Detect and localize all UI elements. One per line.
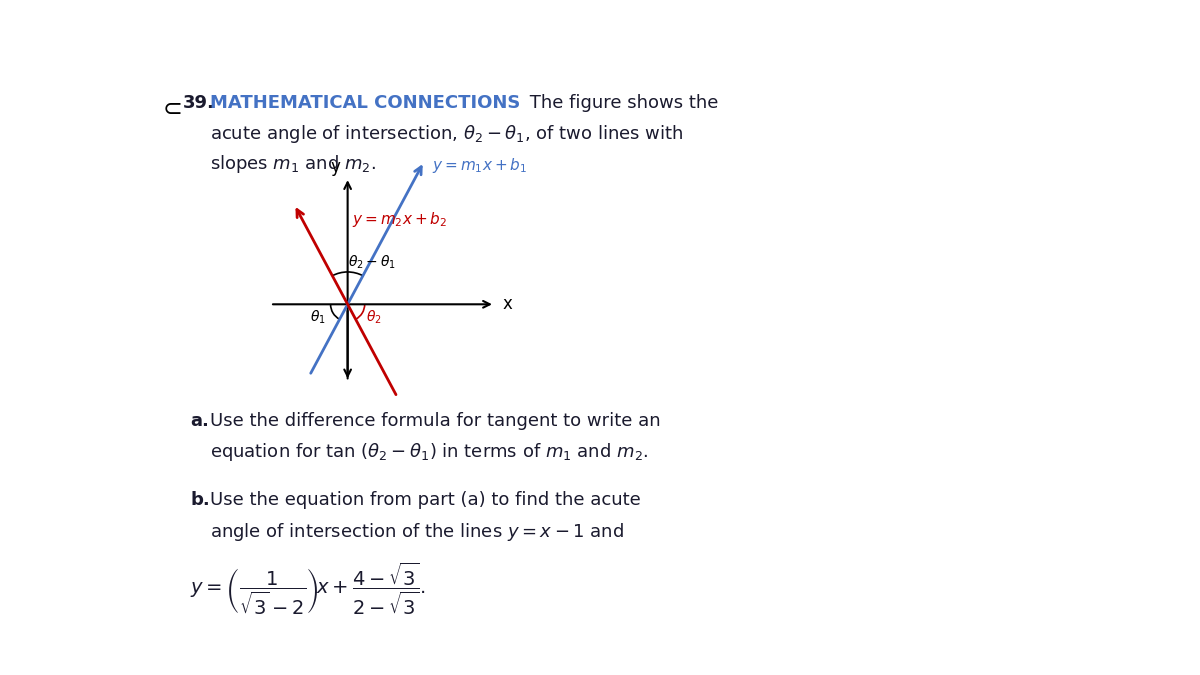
Text: 39.: 39. (182, 94, 215, 112)
Text: Use the equation from part (a) to find the acute: Use the equation from part (a) to find t… (210, 491, 641, 510)
Text: slopes $m_1$ and $m_2$.: slopes $m_1$ and $m_2$. (210, 153, 377, 175)
Text: MATHEMATICAL CONNECTIONS: MATHEMATICAL CONNECTIONS (210, 94, 521, 112)
Text: Use the difference formula for tangent to write an: Use the difference formula for tangent t… (210, 412, 661, 430)
Text: The figure shows the: The figure shows the (523, 94, 718, 112)
Text: $y = \left(\dfrac{1}{\sqrt{3}-2}\right)\!x + \dfrac{4-\sqrt{3}}{2-\sqrt{3}}.$: $y = \left(\dfrac{1}{\sqrt{3}-2}\right)\… (191, 561, 426, 617)
Text: $\theta_2 - \theta_1$: $\theta_2 - \theta_1$ (348, 254, 396, 271)
Text: angle of intersection of the lines $y = x - 1$ and: angle of intersection of the lines $y = … (210, 520, 624, 543)
Text: equation for tan $(\theta_2 - \theta_1)$ in terms of $m_1$ and $m_2$.: equation for tan $(\theta_2 - \theta_1)$… (210, 441, 649, 463)
Text: $\subset$: $\subset$ (157, 97, 182, 119)
Text: $y = m_2x + b_2$: $y = m_2x + b_2$ (352, 210, 446, 229)
Text: a.: a. (191, 412, 209, 430)
Text: $y = m_1x + b_1$: $y = m_1x + b_1$ (432, 156, 527, 175)
Text: $\theta_2$: $\theta_2$ (366, 308, 382, 326)
Text: b.: b. (191, 491, 210, 510)
Text: acute angle of intersection, $\theta_2 - \theta_1$, of two lines with: acute angle of intersection, $\theta_2 -… (210, 124, 684, 145)
Text: $\theta_1$: $\theta_1$ (311, 308, 326, 326)
Text: x: x (503, 295, 512, 313)
Text: y: y (330, 158, 340, 176)
